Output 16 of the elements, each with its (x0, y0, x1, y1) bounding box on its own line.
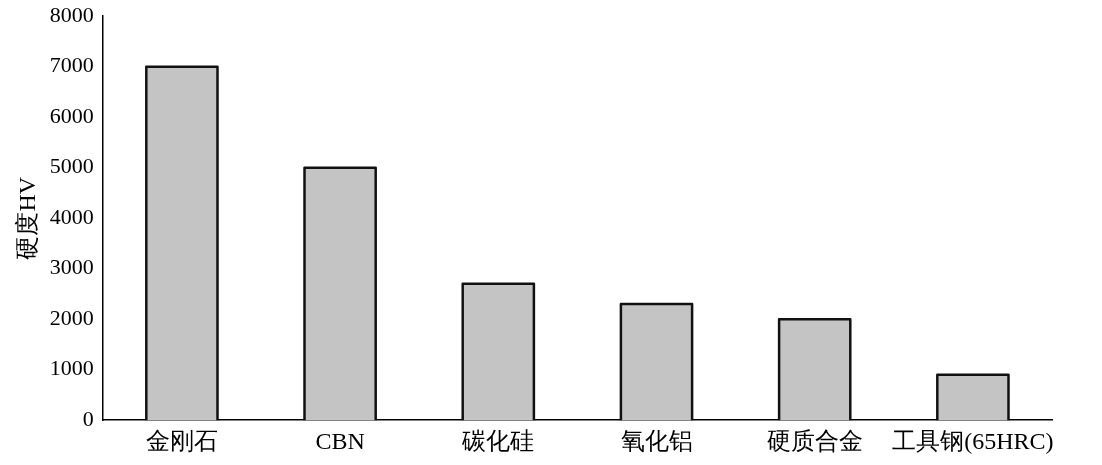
x-tick-label: 硬质合金 (766, 427, 863, 454)
y-tick-label: 7000 (49, 52, 94, 78)
y-tick-label: 6000 (49, 102, 94, 128)
x-tick-label: 氧化铝 (620, 427, 693, 454)
y-tick-label: 0 (82, 405, 94, 431)
y-tick-label: 1000 (49, 355, 94, 381)
x-tick-label: 工具钢(65HRC) (892, 427, 1054, 454)
y-tick-label: 8000 (49, 1, 94, 27)
y-axis-title: 硬度HV (13, 176, 40, 260)
y-tick-label: 4000 (49, 203, 94, 229)
x-tick-label: 金刚石 (145, 427, 218, 454)
y-tick-label: 3000 (49, 254, 94, 280)
y-tick-label: 2000 (49, 304, 94, 330)
x-tick-label: 碳化硅 (461, 427, 535, 454)
y-tick-label: 5000 (49, 153, 94, 179)
x-tick-label: CBN (315, 427, 365, 454)
